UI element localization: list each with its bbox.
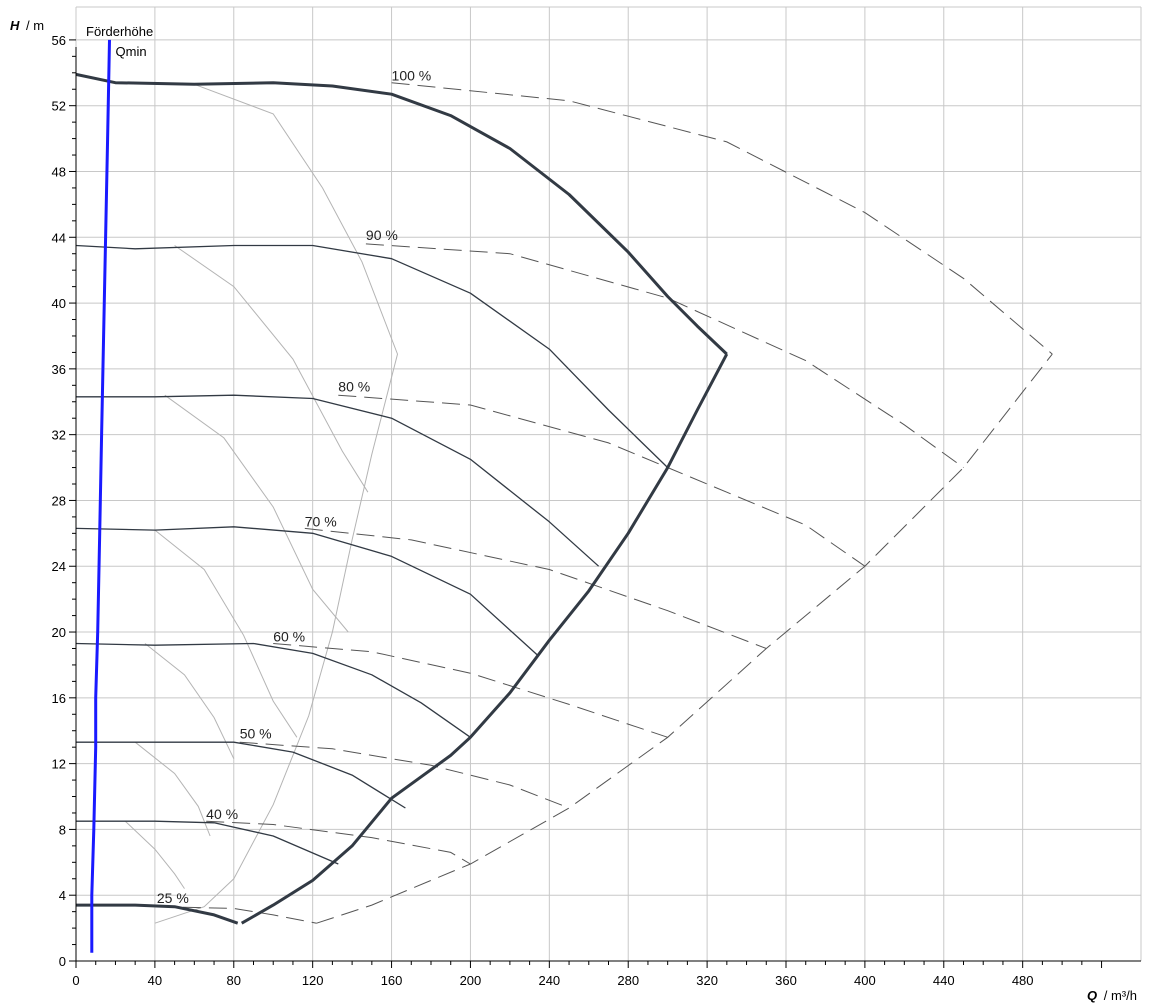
- series-label: 40 %: [206, 806, 238, 822]
- dashed-curve: [273, 643, 668, 738]
- envelope-line: [240, 353, 729, 925]
- dashed-curve: [391, 82, 1053, 355]
- x-tick-label: 40: [148, 973, 162, 988]
- operating-curves: [75, 72, 728, 925]
- dashed-curve: [156, 906, 317, 924]
- y-tick-label: 48: [52, 164, 66, 179]
- dashed-curve: [239, 741, 570, 809]
- x-tick-label: 160: [381, 973, 403, 988]
- x-tick-label: 320: [696, 973, 718, 988]
- y-tick-label: 28: [52, 493, 66, 508]
- series-label: 70 %: [305, 513, 337, 529]
- efficiency-line: [134, 741, 211, 837]
- y-tick-label: 36: [52, 362, 66, 377]
- y-tick-label: 32: [52, 428, 66, 443]
- efficiency-line: [174, 245, 369, 493]
- qmin-path: [90, 39, 111, 953]
- operating-curve: [76, 394, 600, 567]
- qmin-line: Qmin: [90, 39, 147, 953]
- series-label: 25 %: [157, 890, 189, 906]
- efficiency-line: [124, 820, 185, 889]
- x-tick-label: 240: [538, 973, 560, 988]
- y-tick-label: 52: [52, 99, 66, 114]
- envelope-curve: [240, 353, 729, 925]
- y-tick-label: 56: [52, 33, 66, 48]
- y-tick-label: 12: [52, 757, 66, 772]
- y-axis-unit: / m: [26, 18, 44, 33]
- y-axis-label: H / m: [10, 18, 44, 33]
- efficiency-lines: [124, 83, 399, 924]
- axes: [69, 39, 1141, 968]
- x-axis-symbol: Q: [1087, 988, 1097, 1003]
- y-tick-label: 0: [59, 954, 66, 969]
- x-tick-label: 280: [617, 973, 639, 988]
- x-tick-label: 440: [933, 973, 955, 988]
- x-tick-label: 400: [854, 973, 876, 988]
- series-label: 90 %: [366, 227, 398, 243]
- operating-curve: [76, 903, 239, 925]
- y-tick-label: 20: [52, 625, 66, 640]
- series-label: 50 %: [240, 726, 272, 742]
- efficiency-line: [144, 643, 235, 759]
- y-tick-label: 44: [52, 230, 66, 245]
- series-label: 100 %: [392, 68, 432, 84]
- efficiency-line: [154, 529, 298, 738]
- y-tick-label: 4: [59, 888, 66, 903]
- dashed-curve: [304, 527, 767, 649]
- x-tick-label: 480: [1012, 973, 1034, 988]
- dashed-curve: [206, 820, 471, 865]
- dashed-curve: [365, 243, 964, 469]
- y-axis-symbol: H: [10, 18, 20, 33]
- operating-curve: [76, 741, 406, 809]
- x-tick-label: 80: [227, 973, 241, 988]
- x-axis-unit: / m³/h: [1104, 988, 1137, 1003]
- operating-curve: [75, 642, 471, 738]
- efficiency-line: [154, 83, 399, 924]
- series-label: 80 %: [338, 379, 370, 395]
- series-labels: 100 % 90 % 80 % 70 % 60 % 50 % 40 % 25 %: [157, 68, 431, 906]
- x-tick-label: 120: [302, 973, 324, 988]
- x-tick-label: 0: [72, 973, 79, 988]
- y-tick-label: 40: [52, 296, 66, 311]
- x-tick-label: 200: [460, 973, 482, 988]
- series-label: 60 %: [273, 629, 305, 645]
- qmin-label: Qmin: [116, 44, 147, 59]
- operating-curve: [75, 526, 538, 656]
- operating-curve: [75, 72, 728, 356]
- chart-title: Förderhöhe: [86, 24, 153, 39]
- y-tick-label: 8: [59, 822, 66, 837]
- efficiency-line: [164, 394, 349, 633]
- dashed-envelope: [316, 353, 1053, 924]
- y-tick-label: 16: [52, 691, 66, 706]
- x-axis-label: Q / m³/h: [1087, 988, 1137, 1003]
- operating-curve: [75, 244, 669, 469]
- dashed-extension-curves: [156, 82, 1053, 924]
- y-tick-label: 24: [52, 559, 66, 574]
- x-tick-label: 360: [775, 973, 797, 988]
- operating-curve: [76, 820, 339, 865]
